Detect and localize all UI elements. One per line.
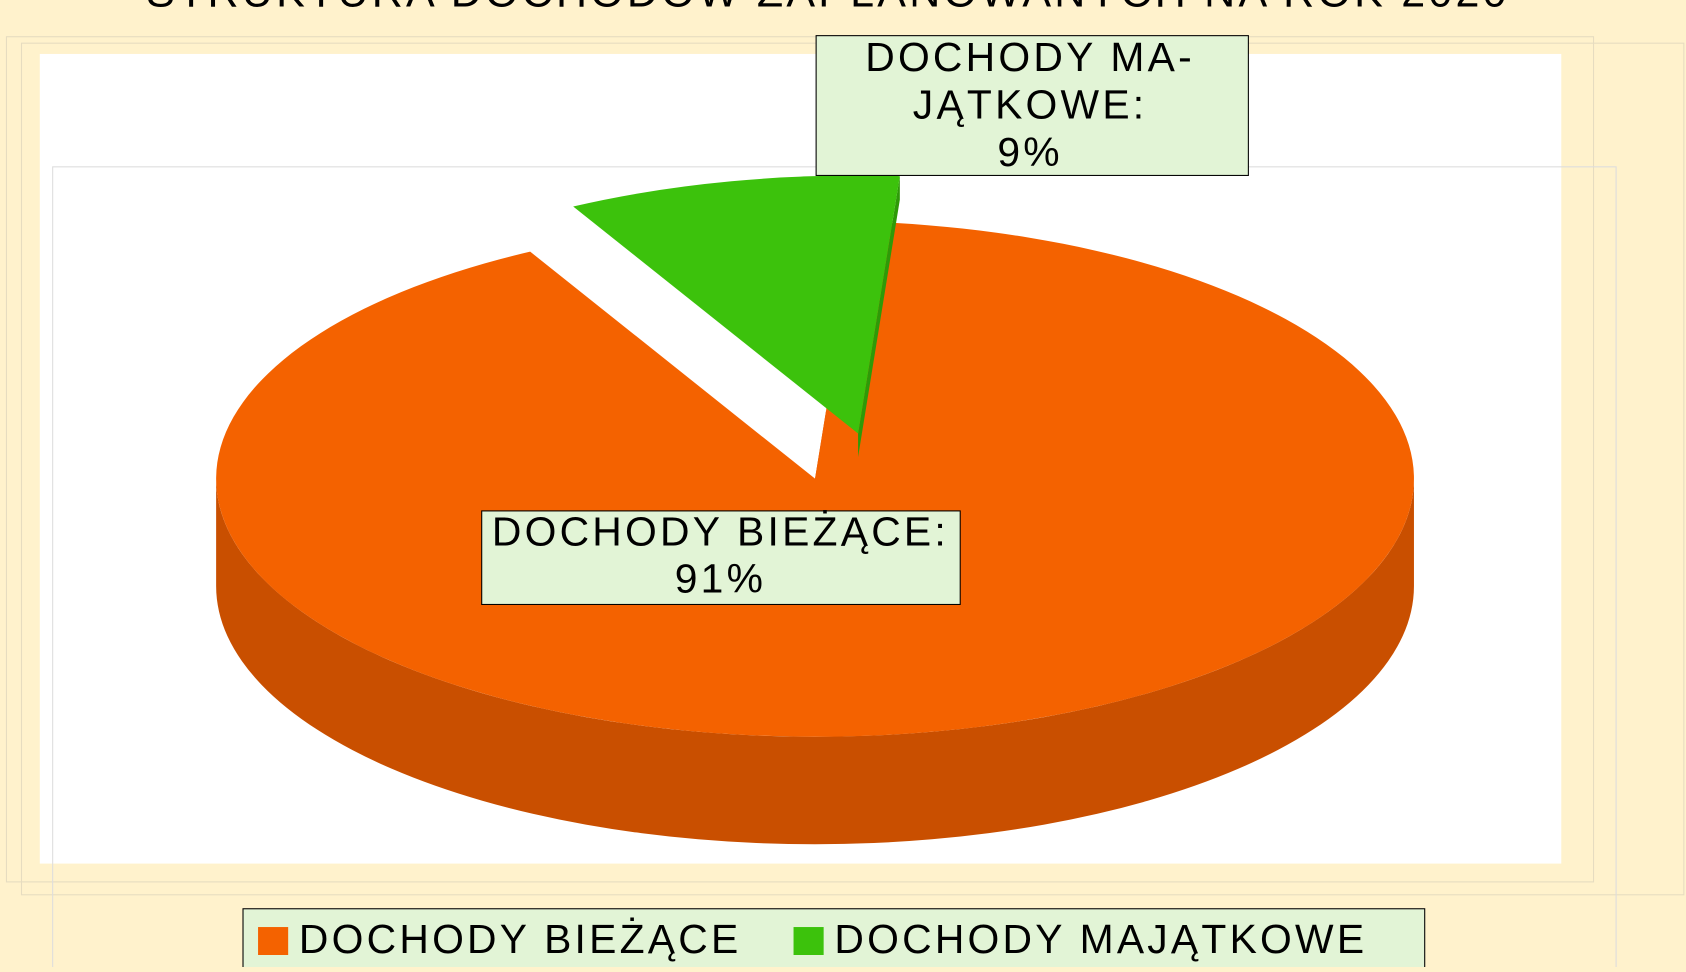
- data-label-box: [815, 35, 1249, 176]
- data-labels: DOCHODY BIEŻĄCE:91% DOCHODY MA-JĄTKOWE:9%: [481, 34, 1249, 606]
- data-label: DOCHODY BIEŻĄCE:: [492, 508, 949, 554]
- legend-swatch: [258, 927, 289, 955]
- legend-swatch: [793, 927, 824, 955]
- legend-items: DOCHODY BIEŻĄCE DOCHODY MAJĄTKOWE: [258, 916, 1367, 962]
- data-label-value: 91%: [675, 556, 766, 602]
- legend-label: DOCHODY MAJĄTKOWE: [834, 916, 1367, 962]
- legend-label: DOCHODY BIEŻĄCE: [299, 916, 742, 962]
- pie: [216, 175, 1414, 845]
- data-label-box: [481, 510, 961, 606]
- slice-face: [858, 176, 900, 458]
- data-label: DOCHODY MA-: [865, 34, 1195, 80]
- data-label-value: 9%: [997, 129, 1062, 175]
- slice-side: [216, 478, 1414, 845]
- slice: [573, 175, 900, 434]
- slice: [216, 221, 1414, 737]
- data-label: JĄTKOWE:: [913, 81, 1148, 127]
- chart-title: STRUKTURA DOCHODÓW ZAPLANOWANYCH NA ROK …: [146, 0, 1510, 17]
- frame: [5, 36, 1595, 883]
- legend: [242, 908, 1426, 972]
